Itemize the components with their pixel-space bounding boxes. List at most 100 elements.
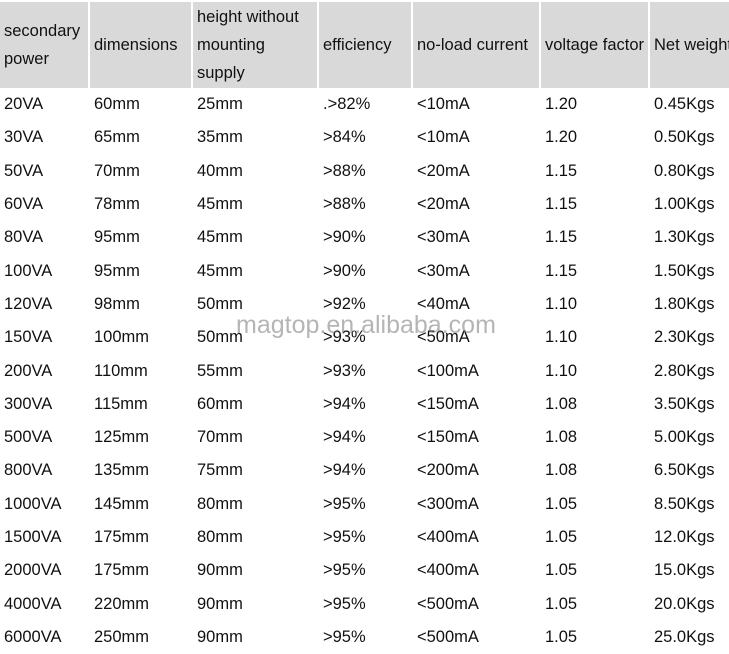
cell-height: 45mm xyxy=(197,261,243,280)
cell-net-weight: 0.50Kgs xyxy=(654,128,715,147)
cell-net-weight: 1.00Kgs xyxy=(654,195,715,214)
cell-efficiency: >95% xyxy=(323,594,366,613)
header-row: secondary power dimensions height without … xyxy=(0,0,729,88)
cell-height: 75mm xyxy=(197,461,243,480)
cell-voltage-factor: 1.20 xyxy=(545,128,578,147)
cell-efficiency: >92% xyxy=(323,294,366,313)
cell-secondary-power: 30VA xyxy=(4,128,44,147)
cell-voltage-factor: 1.20 xyxy=(545,95,578,114)
cell-height: 45mm xyxy=(197,228,243,247)
table-row: 1000VA 145mm 80mm >95% <300mA 1.05 8.50Kgs xyxy=(0,488,729,521)
cell-net-weight: 8.50Kgs xyxy=(654,494,715,513)
cell-voltage-factor: 1.10 xyxy=(545,328,578,347)
cell-height: 40mm xyxy=(197,161,243,180)
cell-dimensions: 145mm xyxy=(94,494,150,513)
cell-secondary-power: 500VA xyxy=(4,428,53,447)
header-height: height without mounting supply xyxy=(193,0,317,88)
cell-dimensions: 95mm xyxy=(94,228,140,247)
cell-secondary-power: 50VA xyxy=(4,161,44,180)
cell-no-load-current: <30mA xyxy=(417,261,470,280)
cell-efficiency: >95% xyxy=(323,627,366,646)
cell-dimensions: 65mm xyxy=(94,128,140,147)
header-no-load-current: no-load current xyxy=(413,0,539,88)
cell-voltage-factor: 1.05 xyxy=(545,627,578,646)
cell-secondary-power: 60VA xyxy=(4,195,44,214)
cell-net-weight: 25.0Kgs xyxy=(654,627,715,646)
cell-height: 50mm xyxy=(197,328,243,347)
cell-secondary-power: 300VA xyxy=(4,394,53,413)
table-row: 100VA 95mm 45mm >90% <30mA 1.15 1.50Kgs xyxy=(0,254,729,287)
cell-dimensions: 95mm xyxy=(94,261,140,280)
cell-dimensions: 115mm xyxy=(94,394,148,413)
cell-dimensions: 250mm xyxy=(94,627,150,646)
cell-net-weight: 1.30Kgs xyxy=(654,228,715,247)
cell-voltage-factor: 1.10 xyxy=(545,361,578,380)
cell-net-weight: 1.80Kgs xyxy=(654,294,715,313)
table-row: 50VA 70mm 40mm >88% <20mA 1.15 0.80Kgs xyxy=(0,155,729,188)
cell-voltage-factor: 1.08 xyxy=(545,461,578,480)
cell-net-weight: 20.0Kgs xyxy=(654,594,715,613)
cell-no-load-current: <30mA xyxy=(417,228,470,247)
header-net-weight: Net weight xyxy=(650,0,729,88)
cell-secondary-power: 800VA xyxy=(4,461,53,480)
cell-efficiency: >94% xyxy=(323,461,366,480)
cell-dimensions: 100mm xyxy=(94,328,150,347)
cell-secondary-power: 6000VA xyxy=(4,627,62,646)
cell-voltage-factor: 1.15 xyxy=(545,161,578,180)
cell-net-weight: 5.00Kgs xyxy=(654,428,715,447)
cell-secondary-power: 100VA xyxy=(4,261,53,280)
cell-secondary-power: 200VA xyxy=(4,361,53,380)
table-row: 6000VA 250mm 90mm >95% <500mA 1.05 25.0Kgs xyxy=(0,621,729,654)
cell-height: 90mm xyxy=(197,627,243,646)
cell-efficiency: >95% xyxy=(323,528,366,546)
cell-voltage-factor: 1.10 xyxy=(545,294,578,313)
cell-height: 90mm xyxy=(197,594,243,613)
cell-net-weight: 6.50Kgs xyxy=(654,461,715,480)
cell-no-load-current: <20mA xyxy=(417,195,470,214)
cell-efficiency: >88% xyxy=(323,161,366,180)
cell-dimensions: 125mm xyxy=(94,428,150,447)
cell-net-weight: 1.50Kgs xyxy=(654,261,715,280)
table-row: 2000VA 175mm 90mm >95% <400mA 1.05 15.0Kgs xyxy=(0,554,729,587)
cell-height: 60mm xyxy=(197,394,243,413)
cell-dimensions: 70mm xyxy=(94,161,140,180)
cell-dimensions: 78mm xyxy=(94,195,140,214)
cell-no-load-current: <500mA xyxy=(417,594,479,613)
cell-efficiency: >90% xyxy=(323,261,366,280)
cell-efficiency: >84% xyxy=(323,128,366,147)
cell-no-load-current: <150mA xyxy=(417,394,479,413)
cell-height: 55mm xyxy=(197,361,243,380)
cell-dimensions: 135mm xyxy=(94,461,150,480)
cell-no-load-current: <10mA xyxy=(417,95,470,114)
cell-voltage-factor: 1.15 xyxy=(545,261,578,280)
table-row: 800VA 135mm 75mm >94% <200mA 1.08 6.50Kgs xyxy=(0,454,729,487)
cell-voltage-factor: 1.08 xyxy=(545,394,578,413)
cell-efficiency: >94% xyxy=(323,428,366,447)
table-row: 500VA 125mm 70mm >94% <150mA 1.08 5.00Kgs xyxy=(0,421,729,454)
header-secondary-power: secondary power xyxy=(0,0,88,88)
cell-voltage-factor: 1.08 xyxy=(545,428,578,447)
cell-no-load-current: <100mA xyxy=(417,361,479,380)
cell-no-load-current: <20mA xyxy=(417,161,470,180)
cell-no-load-current: <400mA xyxy=(417,561,479,580)
table-row: 300VA 115mm 60mm >94% <150mA 1.08 3.50Kgs xyxy=(0,388,729,421)
header-voltage-factor: voltage factor xyxy=(541,0,648,88)
cell-voltage-factor: 1.05 xyxy=(545,594,578,613)
cell-height: 45mm xyxy=(197,195,243,214)
cell-net-weight: 2.30Kgs xyxy=(654,328,715,347)
cell-dimensions: 98mm xyxy=(94,294,140,313)
cell-secondary-power: 4000VA xyxy=(4,594,62,613)
table-row: 20VA 60mm 25mm .>82% <10mA 1.20 0.45Kgs xyxy=(0,88,729,121)
cell-no-load-current: <500mA xyxy=(417,627,479,646)
table-row: 150VA 100mm 50mm >93% <50mA 1.10 2.30Kgs xyxy=(0,321,729,354)
header-dimensions: dimensions xyxy=(90,0,191,88)
cell-height: 50mm xyxy=(197,294,243,313)
cell-no-load-current: <300mA xyxy=(417,494,479,513)
cell-height: 80mm xyxy=(197,528,243,546)
cell-efficiency: >95% xyxy=(323,494,366,513)
table-row: 200VA 110mm 55mm >93% <100mA 1.10 2.80Kgs xyxy=(0,354,729,387)
cell-net-weight: 12.0Kgs xyxy=(654,528,715,546)
cell-height: 90mm xyxy=(197,561,243,580)
cell-net-weight: 0.80Kgs xyxy=(654,161,715,180)
